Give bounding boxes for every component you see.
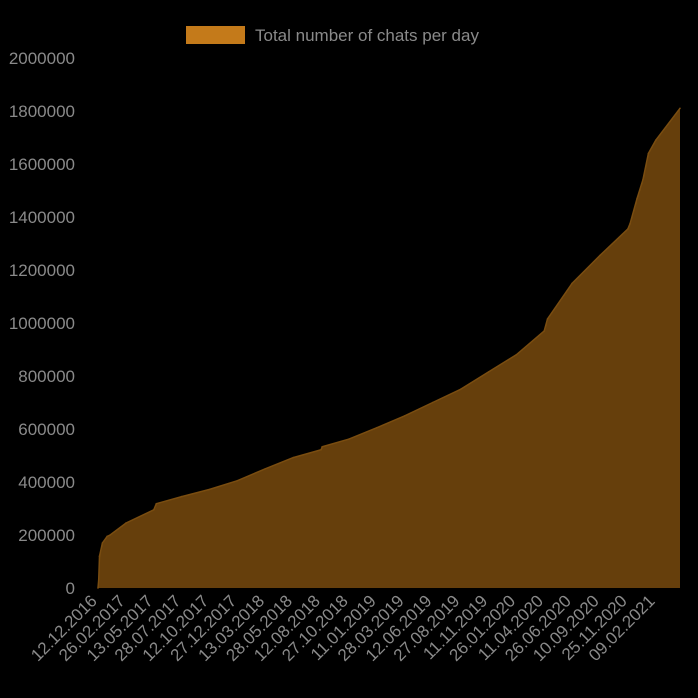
- data-point: [404, 415, 406, 417]
- y-tick-label: 1400000: [9, 208, 75, 227]
- data-point: [376, 426, 378, 429]
- data-point: [599, 254, 601, 257]
- data-point: [236, 479, 239, 482]
- y-tick-label: 1600000: [9, 155, 75, 174]
- area-series-line: [97, 107, 681, 589]
- data-point: [208, 488, 211, 491]
- data-point: [97, 579, 100, 581]
- data-point: [642, 179, 644, 181]
- y-tick-label: 200000: [18, 526, 75, 545]
- y-tick-label: 800000: [18, 367, 75, 386]
- y-tick-label: 400000: [18, 473, 75, 492]
- data-point: [459, 388, 462, 391]
- data-point: [321, 446, 324, 448]
- legend[interactable]: Total number of chats per day: [186, 26, 479, 45]
- data-point: [571, 282, 573, 285]
- data-point: [155, 502, 158, 505]
- data-point: [106, 535, 108, 538]
- data-point: [629, 222, 631, 225]
- y-tick-label: 600000: [18, 420, 75, 439]
- y-tick-label: 0: [66, 579, 75, 598]
- data-point: [431, 401, 434, 404]
- y-tick-label: 1200000: [9, 261, 75, 280]
- data-point: [546, 318, 549, 320]
- data-point: [515, 354, 518, 356]
- data-point: [180, 495, 183, 498]
- data-point: [487, 371, 490, 373]
- data-point: [98, 555, 101, 557]
- data-point: [101, 542, 104, 544]
- data-point: [636, 197, 638, 200]
- data-point: [292, 456, 295, 459]
- data-point: [97, 587, 99, 589]
- data-point: [627, 228, 629, 230]
- data-point: [264, 468, 267, 470]
- area-series: [98, 108, 680, 589]
- y-axis: 0 200000 400000 600000 800000 1000000 1200000 1…: [9, 49, 75, 598]
- data-point: [647, 152, 650, 155]
- data-point: [320, 448, 322, 451]
- data-point: [109, 534, 111, 536]
- legend-label[interactable]: Total number of chats per day: [255, 26, 479, 45]
- legend-swatch[interactable]: [186, 26, 245, 44]
- data-point: [348, 438, 350, 440]
- y-tick-label: 1000000: [9, 314, 75, 333]
- y-tick-label: 2000000: [9, 49, 75, 68]
- data-point: [153, 509, 155, 511]
- data-point: [679, 107, 681, 110]
- data-point: [543, 330, 545, 332]
- x-axis: 12.12.201626.02.201713.05.201728.07.2017…: [27, 591, 658, 665]
- y-tick-label: 1800000: [9, 102, 75, 121]
- data-point: [655, 139, 657, 141]
- data-point: [125, 522, 127, 524]
